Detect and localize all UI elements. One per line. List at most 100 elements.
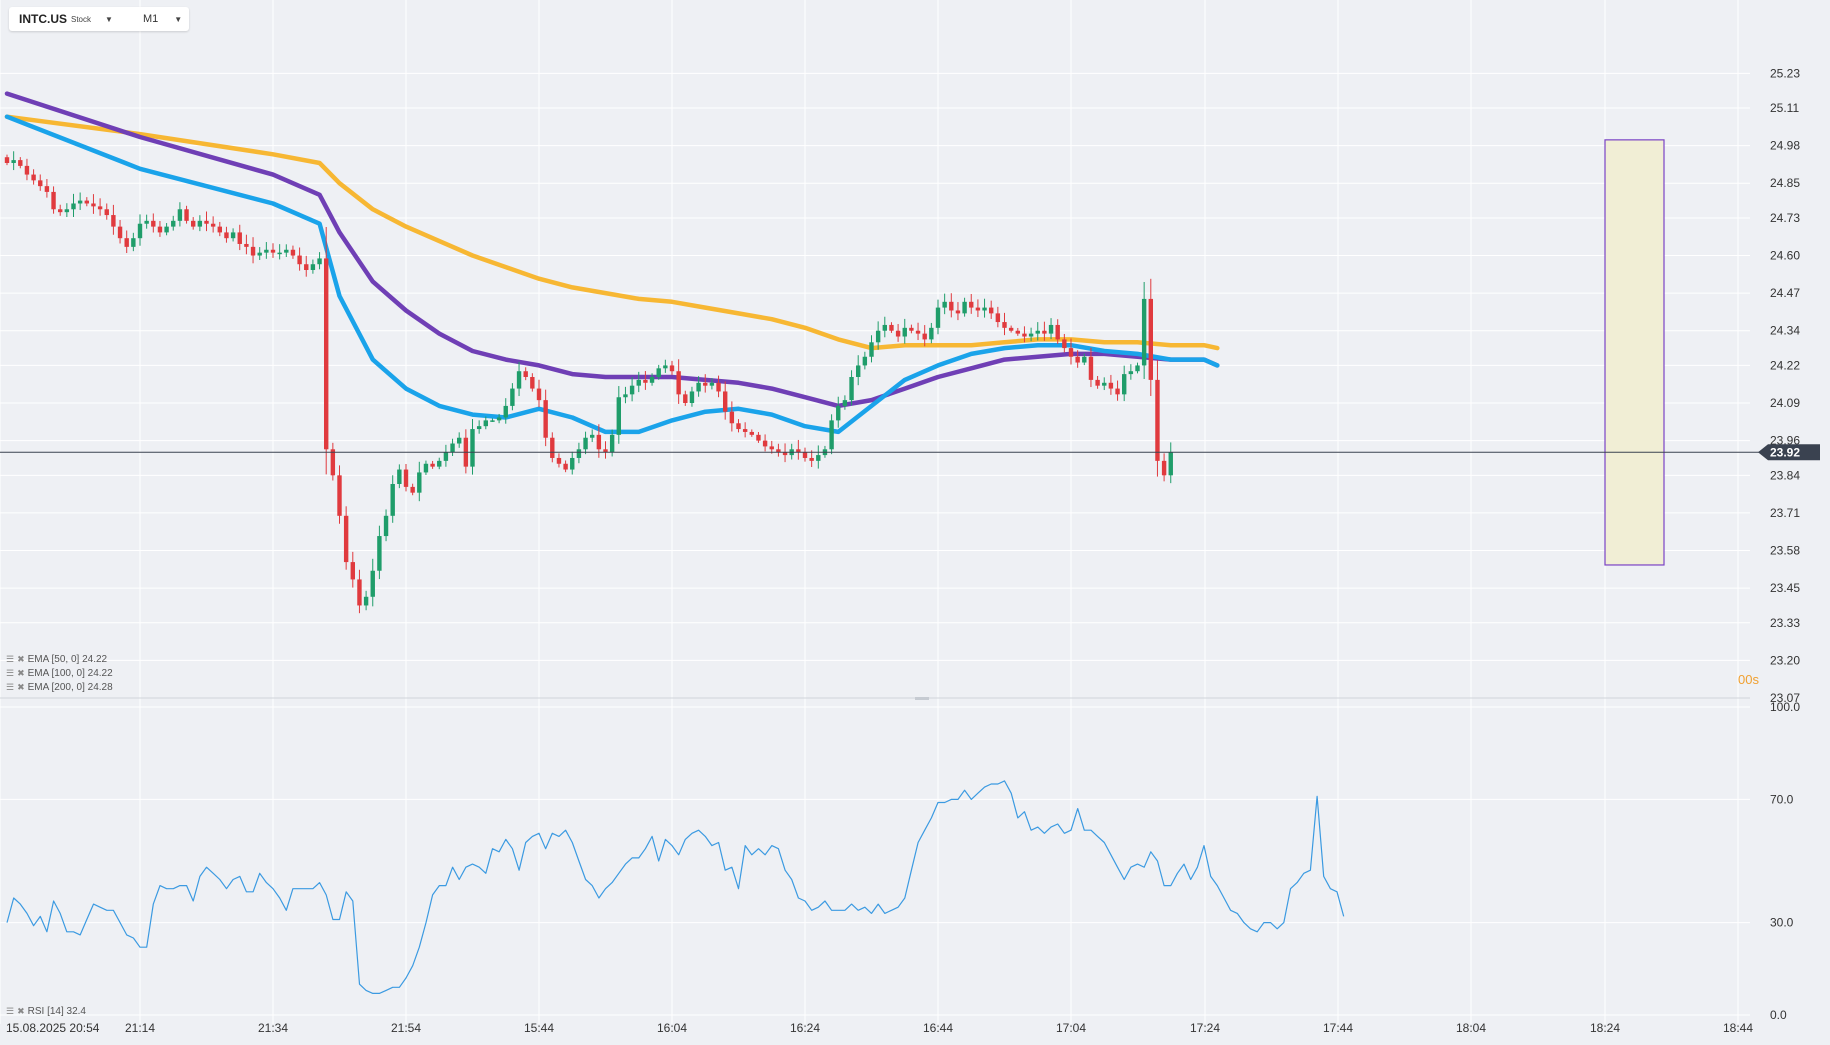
timeframe-dropdown-icon[interactable]: ▼: [174, 14, 183, 24]
symbol-type-label: Stock: [71, 14, 92, 24]
candle-body: [816, 455, 821, 461]
candle-body: [510, 388, 515, 406]
candle: [230, 228, 236, 242]
y-tick-label: 23.58: [1770, 544, 1800, 558]
candle-body: [629, 385, 635, 395]
candle: [929, 322, 934, 344]
legend-ema200-label: EMA [200, 0] 24.28: [27, 682, 113, 693]
candle-body: [483, 420, 488, 427]
close-icon[interactable]: ✖: [17, 1006, 25, 1016]
close-icon[interactable]: ✖: [17, 682, 25, 692]
candle: [151, 213, 156, 233]
candle-body: [390, 484, 395, 516]
menu-icon[interactable]: ☰: [6, 668, 15, 678]
price-tag-label: 23.92: [1770, 446, 1800, 460]
candle: [410, 483, 415, 496]
candle-body: [257, 252, 262, 256]
candle-body: [151, 220, 156, 227]
candle-body: [410, 486, 415, 493]
x-tick-label: 18:44: [1723, 1021, 1753, 1035]
candle: [776, 443, 781, 457]
candle-body: [1122, 374, 1127, 395]
candle: [1155, 360, 1160, 477]
candle: [603, 441, 608, 459]
candle-body: [357, 579, 362, 606]
candle-body: [171, 220, 176, 227]
candle: [370, 558, 375, 607]
candle: [510, 383, 515, 411]
x-tick-label: 17:44: [1323, 1021, 1353, 1035]
candle: [889, 322, 894, 333]
candle: [829, 414, 834, 455]
candle-body: [915, 330, 921, 334]
candle: [742, 422, 748, 438]
candle-body: [716, 382, 721, 392]
candle: [1068, 338, 1074, 365]
candle: [1128, 364, 1134, 380]
candle: [1122, 365, 1127, 402]
candle: [696, 376, 701, 397]
candle-body: [942, 301, 947, 308]
candle-body: [1135, 365, 1140, 372]
candle: [397, 464, 402, 489]
candle-body: [922, 333, 927, 340]
candle-body: [536, 388, 542, 401]
candle-body: [337, 475, 342, 516]
timeframe-label[interactable]: M1: [142, 13, 159, 25]
candle-body: [809, 457, 814, 461]
close-icon[interactable]: ✖: [17, 668, 25, 678]
candle: [809, 450, 814, 468]
candle: [330, 442, 336, 481]
menu-icon[interactable]: ☰: [6, 1006, 15, 1016]
candle: [457, 432, 462, 448]
candle-body: [776, 449, 781, 453]
candle-body: [71, 203, 76, 210]
candle-body: [736, 423, 741, 430]
candle-body: [290, 249, 296, 256]
rsi-tick-label: 0.0: [1770, 1008, 1787, 1022]
candle: [4, 154, 10, 166]
symbol-dropdown-icon[interactable]: ▼: [105, 14, 113, 24]
candle: [1008, 325, 1014, 333]
candle-body: [363, 596, 369, 606]
candle-body: [523, 371, 528, 377]
candle: [437, 457, 442, 470]
candle-body: [1141, 298, 1147, 366]
candle: [58, 204, 63, 216]
candle: [796, 439, 801, 460]
candle: [1102, 377, 1107, 391]
candle: [490, 418, 495, 422]
menu-icon[interactable]: ☰: [6, 654, 15, 664]
candle-body: [403, 469, 409, 487]
candle-body: [1015, 330, 1020, 334]
candle-body: [51, 191, 56, 210]
candle: [284, 244, 289, 258]
candle: [782, 443, 788, 463]
candle-body: [869, 342, 874, 357]
candle: [1028, 327, 1034, 342]
candle: [836, 396, 841, 428]
candle-body: [590, 434, 595, 438]
menu-icon[interactable]: ☰: [6, 682, 15, 692]
symbol-label[interactable]: INTC.US: [19, 12, 67, 26]
y-tick-label: 23.07: [1770, 691, 1800, 705]
candle: [144, 214, 149, 229]
candle-body: [982, 307, 987, 311]
candle: [450, 438, 455, 457]
candle: [250, 237, 256, 264]
candle-body: [490, 420, 495, 422]
candle-body: [709, 382, 715, 386]
candle-body: [124, 238, 129, 247]
instrument-toolbar[interactable]: INTC.US Stock ▼ M1 ▼: [9, 7, 189, 31]
candle-body: [1148, 298, 1153, 380]
candle: [117, 220, 123, 244]
candle-body: [496, 417, 502, 421]
candle-body: [975, 307, 981, 311]
candle: [1022, 326, 1027, 343]
x-tick-label: 21:34: [258, 1021, 288, 1035]
candle-body: [97, 206, 103, 210]
candle-body: [437, 460, 442, 467]
close-icon[interactable]: ✖: [17, 654, 25, 664]
candle: [496, 413, 502, 424]
